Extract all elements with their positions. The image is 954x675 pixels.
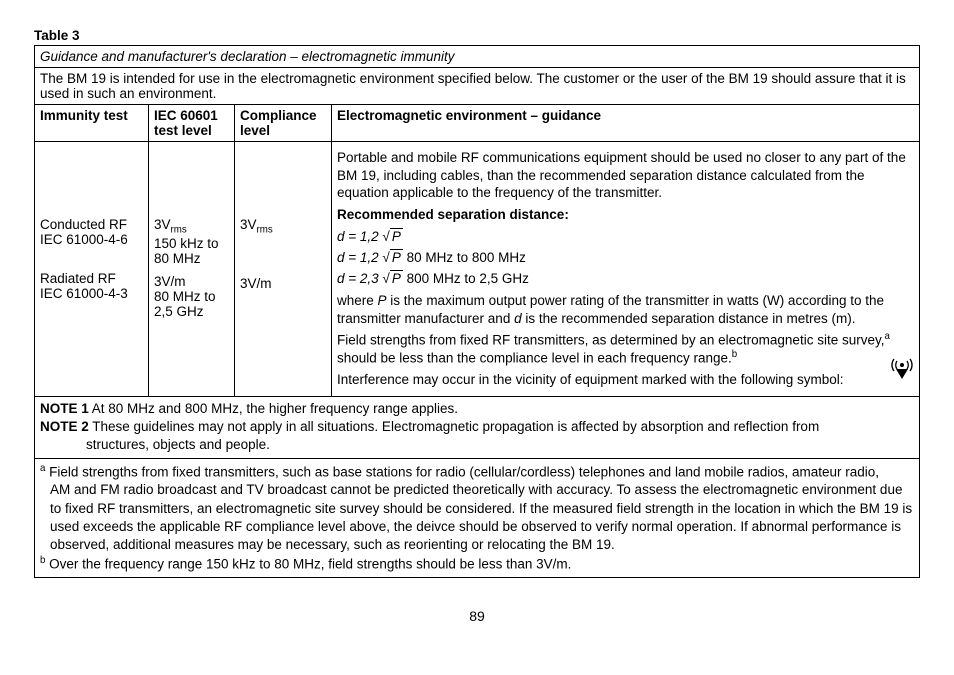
compliance-conducted: 3Vrms xyxy=(240,217,326,236)
note-2: NOTE 2 These guidelines may not apply in… xyxy=(40,418,914,436)
note-1: NOTE 1 At 80 MHz and 800 MHz, the higher… xyxy=(40,400,914,418)
page-number: 89 xyxy=(34,608,920,624)
immunity-table: Guidance and manufacturer's declaration … xyxy=(34,45,920,578)
guidance-intro: Portable and mobile RF communications eq… xyxy=(337,149,914,202)
equation-3: d = 2,3 √P 800 MHz to 2,5 GHz xyxy=(337,271,914,286)
footnote-a: a Field strengths from fixed transmitter… xyxy=(40,462,914,482)
cell-tests: Conducted RF IEC 61000-4-6 Radiated RF I… xyxy=(35,142,149,397)
table-intro: The BM 19 is intended for use in the ele… xyxy=(35,68,920,105)
note-2-cont: structures, objects and people. xyxy=(40,436,914,454)
equation-1: d = 1,2 √P xyxy=(337,229,914,244)
level-radiated-range: 80 MHz to 2,5 GHz xyxy=(154,289,229,319)
col-guidance: Electromagnetic environment – guidance xyxy=(332,105,920,142)
cell-compliance-levels: 3Vrms 3V/m xyxy=(235,142,332,397)
footnote-a-cont: AM and FM radio broadcast and TV broadca… xyxy=(40,481,914,554)
guidance-interference: Interference may occur in the vicinity o… xyxy=(337,371,914,389)
col-iec-level: IEC 60601 test level xyxy=(149,105,235,142)
test-radiated-rf-std: IEC 61000-4-3 xyxy=(40,286,143,301)
notes-cell: NOTE 1 At 80 MHz and 800 MHz, the higher… xyxy=(35,396,920,458)
level-radiated: 3V/m xyxy=(154,274,229,289)
test-conducted-rf: Conducted RF xyxy=(40,217,143,232)
test-radiated-rf: Radiated RF xyxy=(40,271,143,286)
col-immunity-test: Immunity test xyxy=(35,105,149,142)
level-conducted-range: 150 kHz to 80 MHz xyxy=(154,236,229,266)
test-conducted-rf-std: IEC 61000-4-6 xyxy=(40,232,143,247)
rf-interference-icon xyxy=(890,357,914,379)
table-title: Guidance and manufacturer's declaration … xyxy=(35,46,920,68)
guidance-power-desc: where P is the maximum output power rati… xyxy=(337,292,914,327)
col-compliance: Compliance level xyxy=(235,105,332,142)
equation-2: d = 1,2 √P 80 MHz to 800 MHz xyxy=(337,250,914,265)
guidance-rec-heading: Recommended separation distance: xyxy=(337,206,914,224)
guidance-field-strength: Field strengths from fixed RF transmitte… xyxy=(337,331,914,367)
level-conducted: 3Vrms xyxy=(154,217,229,236)
table-label: Table 3 xyxy=(34,28,920,43)
compliance-radiated: 3V/m xyxy=(240,276,326,291)
footnote-b: b Over the frequency range 150 kHz to 80… xyxy=(40,554,914,574)
cell-test-levels: 3Vrms 150 kHz to 80 MHz 3V/m 80 MHz to 2… xyxy=(149,142,235,397)
cell-guidance: Portable and mobile RF communications eq… xyxy=(332,142,920,397)
footnotes-cell: a Field strengths from fixed transmitter… xyxy=(35,458,920,577)
